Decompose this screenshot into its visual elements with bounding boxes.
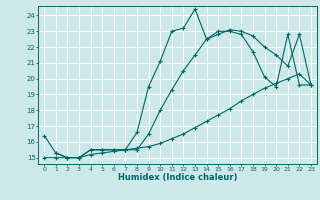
X-axis label: Humidex (Indice chaleur): Humidex (Indice chaleur) [118,173,237,182]
